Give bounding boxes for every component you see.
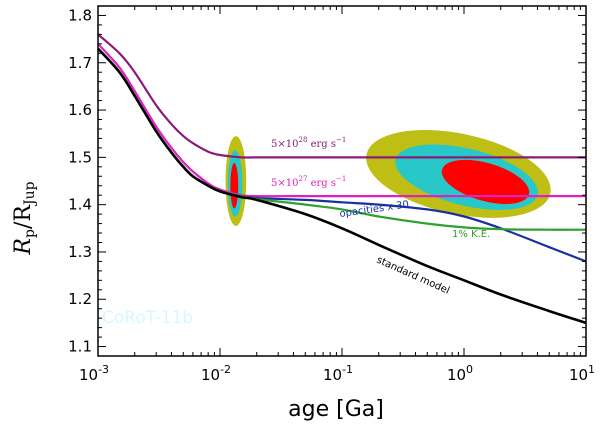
solution-regions [225,129,551,226]
series-line-0 [97,33,586,159]
young-solution-level-2 [230,163,239,209]
y-tick-label: 1.8 [68,6,92,24]
y-tick-label: 1.1 [68,338,92,356]
y-tick-label: 1.5 [68,148,92,166]
y-tick-label: 1.7 [68,54,92,72]
x-tick-label: 101 [569,363,595,384]
x-tick-label: 10-3 [79,363,109,384]
y-axis-label: Rp/RJup [11,181,38,255]
annotation-5e28: 5×1028 erg s−1 [271,136,346,150]
x-tick-label: 10-2 [201,363,231,384]
planet-label: CoRoT-11b [102,308,193,328]
series-line-4 [97,47,587,325]
old-solution-level-2 [441,159,530,204]
x-tick-label: 100 [447,363,473,384]
y-tick-label: 1.2 [68,290,92,308]
annotation-5e27: 5×1027 erg s−1 [271,175,346,189]
y-tick-label: 1.6 [68,101,92,119]
x-tick-label: 10-1 [323,363,353,384]
y-tick-label: 1.3 [68,243,92,261]
model-curves [97,33,587,325]
series-line-1 [97,43,586,198]
annotation-kinetic-energy: 1% K.E. [452,229,490,240]
axis-ticks: 10-3 10-2 10-1 100 101 1.1 1.2 1.3 1.4 1.5 1.6 1.7 1… [68,6,595,384]
x-axis-label: age [Ga] [288,397,384,422]
y-tick-label: 1.4 [68,196,92,214]
